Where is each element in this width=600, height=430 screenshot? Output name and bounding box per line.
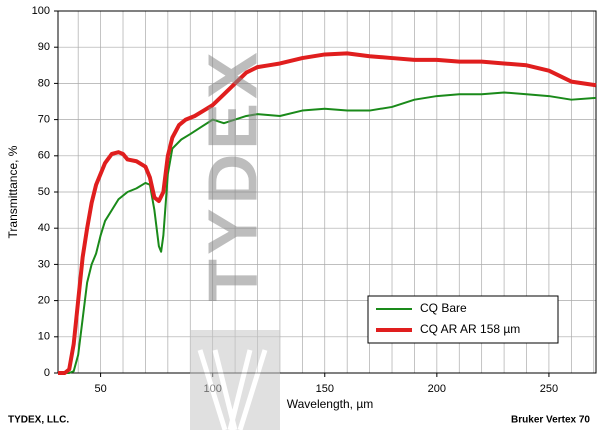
legend-label: CQ Bare xyxy=(420,301,467,315)
y-axis-label: Transmittance, % xyxy=(6,145,20,238)
y-tick-label: 100 xyxy=(32,5,50,17)
watermark-logo-mark xyxy=(197,349,268,430)
watermark-text: TYDEX xyxy=(193,48,271,301)
y-tick-label: 70 xyxy=(38,114,50,126)
legend-box xyxy=(367,295,559,344)
y-tick-label: 40 xyxy=(38,222,50,234)
footer-right: Bruker Vertex 70 xyxy=(511,415,590,426)
x-tick-label: 50 xyxy=(94,383,106,395)
plot-frame xyxy=(57,10,597,374)
watermark: TYDEX xyxy=(190,48,280,430)
x-tick-label: 150 xyxy=(316,383,334,395)
y-tick-label: 90 xyxy=(38,41,50,53)
legend-label: CQ AR AR 158 µm xyxy=(420,322,520,336)
y-tick-label: 10 xyxy=(38,331,50,343)
series-line xyxy=(58,91,597,374)
series-line xyxy=(58,51,597,375)
x-tick-label: 250 xyxy=(540,383,558,395)
y-tick-label: 50 xyxy=(38,186,50,198)
y-tick-label: 20 xyxy=(38,295,50,307)
y-tick-label: 0 xyxy=(44,367,50,379)
y-tick-label: 80 xyxy=(38,77,50,89)
y-tick-label: 60 xyxy=(38,150,50,162)
footer-left: TYDEX, LLC. xyxy=(8,415,69,426)
x-tick-label: 200 xyxy=(428,383,446,395)
x-axis-label: Wavelength, µm xyxy=(287,397,374,411)
y-tick-label: 30 xyxy=(38,258,50,270)
